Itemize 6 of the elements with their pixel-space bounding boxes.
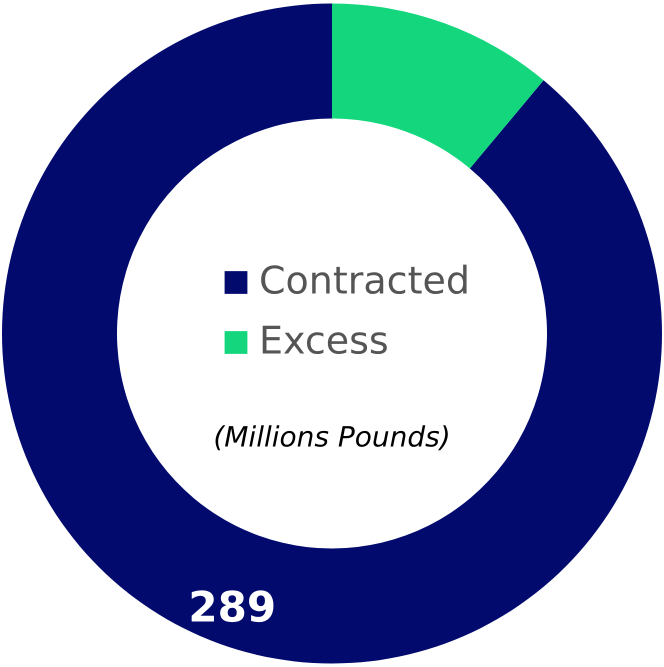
donut-slice <box>332 4 544 169</box>
data-label: 289 <box>188 582 276 632</box>
donut-slice <box>2 4 662 664</box>
legend-label: Contracted <box>259 258 470 302</box>
legend-label: Excess <box>259 318 389 362</box>
text: (Millions Pounds) <box>213 420 451 454</box>
